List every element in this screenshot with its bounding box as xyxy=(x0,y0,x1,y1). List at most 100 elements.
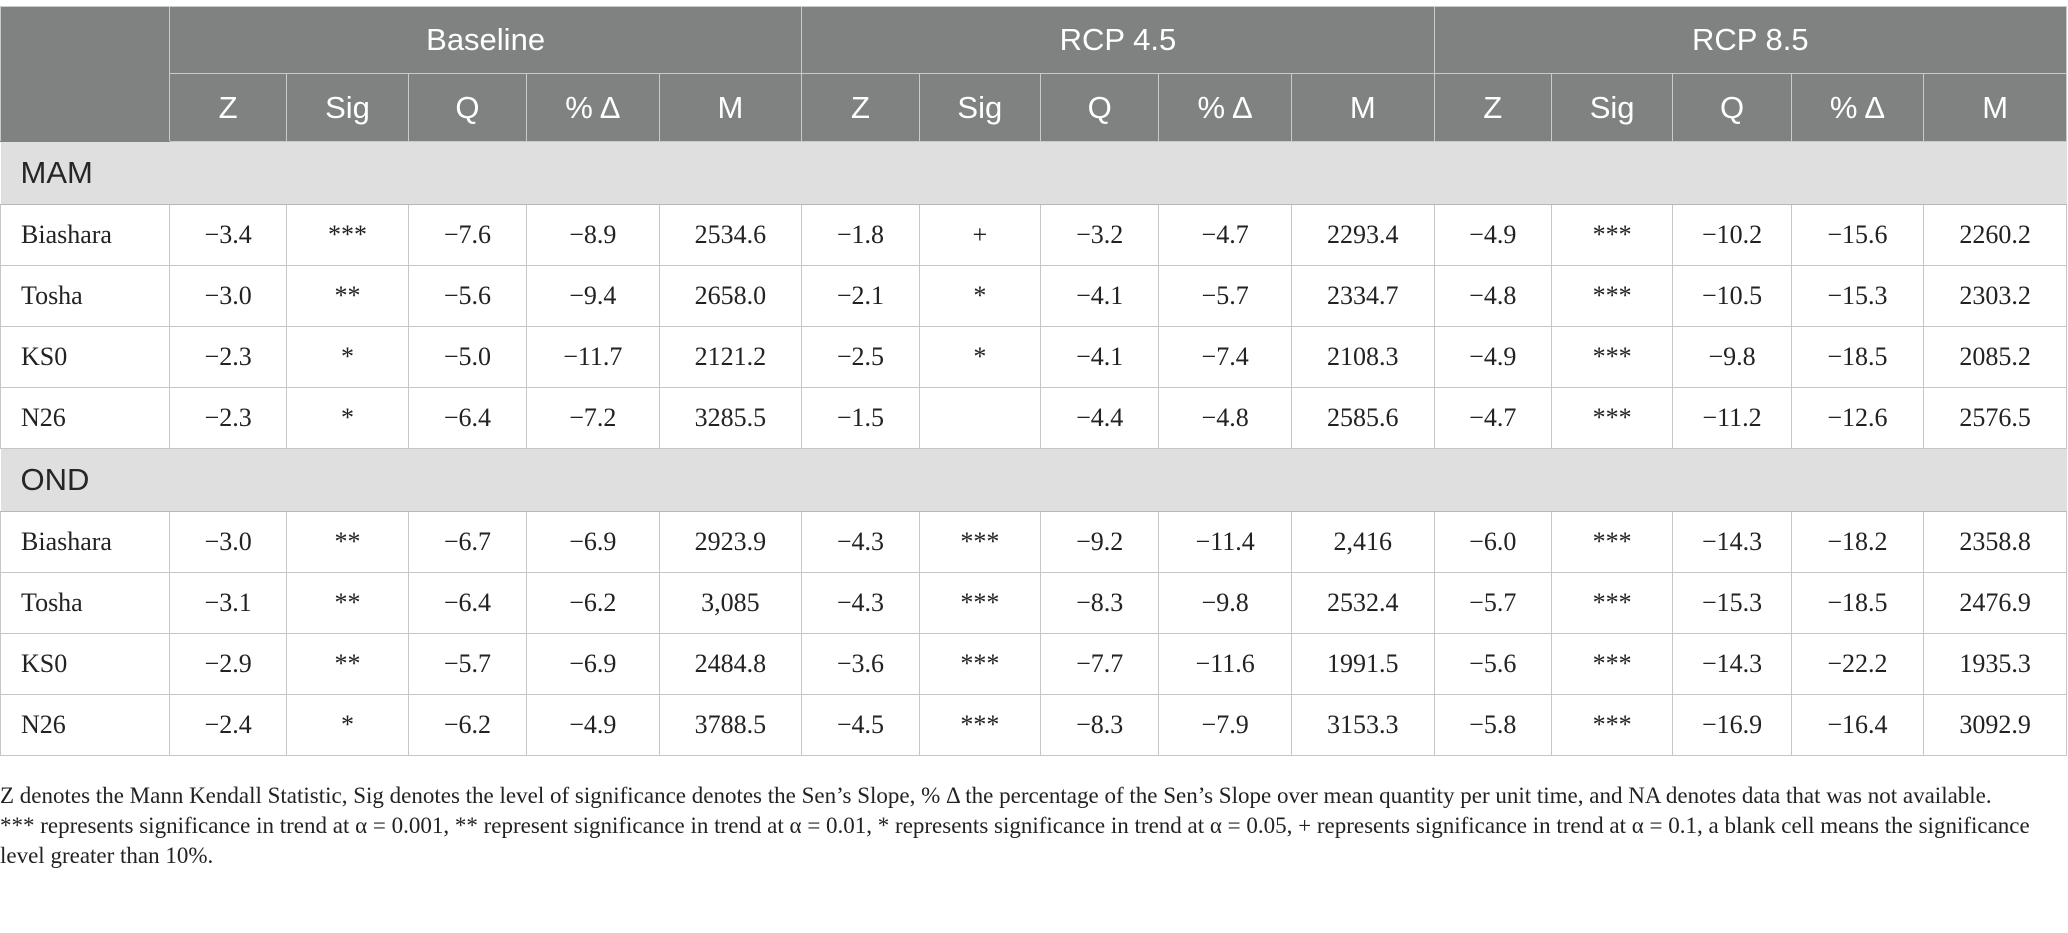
cell-pct: −4.7 xyxy=(1158,204,1292,266)
results-table: Baseline RCP 4.5 RCP 8.5 Z Sig Q% Δ M Z Sig Q%… xyxy=(0,6,2068,756)
cell-z: −2.4 xyxy=(168,694,288,756)
cell-m: 2484.8 xyxy=(658,633,803,695)
cell-z: −3.0 xyxy=(168,265,288,327)
cell-m: 3788.5 xyxy=(658,694,803,756)
cell-z: −2.1 xyxy=(801,265,920,327)
column-header-pct: % Δ xyxy=(1158,73,1292,142)
cell-q: −5.7 xyxy=(407,633,528,695)
column-header-z: Z xyxy=(801,73,920,142)
cell-sig: ** xyxy=(286,265,409,327)
cell-pct: −15.3 xyxy=(1790,265,1925,327)
cell-q: −7.6 xyxy=(407,204,528,266)
row-label: Biashara xyxy=(0,204,170,266)
row-label: N26 xyxy=(0,694,170,756)
column-header-sig: Sig xyxy=(918,73,1042,142)
cell-m: 2,416 xyxy=(1290,511,1435,573)
column-header-m: M xyxy=(1923,73,2067,142)
cell-z: −2.9 xyxy=(168,633,288,695)
column-header-z: Z xyxy=(1433,73,1552,142)
cell-z: −3.6 xyxy=(801,633,920,695)
cell-sig: *** xyxy=(918,572,1042,634)
cell-m: 2476.9 xyxy=(1923,572,2067,634)
cell-sig: * xyxy=(286,326,409,388)
group-header-row: Baseline RCP 4.5 RCP 8.5 xyxy=(0,6,2068,142)
cell-pct: −4.9 xyxy=(526,694,660,756)
cell-sig: * xyxy=(286,387,409,449)
row-label: Biashara xyxy=(0,511,170,573)
cell-z: −2.3 xyxy=(168,326,288,388)
cell-q: −8.3 xyxy=(1040,572,1160,634)
cell-sig: ** xyxy=(286,511,409,573)
cell-z: −4.7 xyxy=(1433,387,1552,449)
column-header-pct: % Δ xyxy=(526,73,660,142)
cell-q: −6.4 xyxy=(407,387,528,449)
section-row: MAM xyxy=(0,141,2067,205)
cell-pct: −16.4 xyxy=(1790,694,1925,756)
cell-m: 2121.2 xyxy=(658,326,803,388)
cell-q: −5.6 xyxy=(407,265,528,327)
table-row: KS0 −2.9 ** −5.7 −6.9 2484.8 −3.6 *** −7.7 −11.6 1… xyxy=(0,633,2067,695)
cell-q: −6.4 xyxy=(407,572,528,634)
cell-m: 2358.8 xyxy=(1923,511,2067,573)
column-header-m: M xyxy=(658,73,803,142)
cell-q: −11.2 xyxy=(1672,387,1792,449)
cell-sig: *** xyxy=(1550,694,1674,756)
cell-sig: *** xyxy=(1550,265,1674,327)
cell-pct: −8.9 xyxy=(526,204,660,266)
cell-sig xyxy=(918,387,1042,449)
cell-sig: * xyxy=(286,694,409,756)
column-header-sig: Sig xyxy=(1550,73,1674,142)
column-header-q: Q xyxy=(407,73,528,142)
column-header-q: Q xyxy=(1672,73,1792,142)
cell-sig: + xyxy=(918,204,1042,266)
cell-pct: −18.2 xyxy=(1790,511,1925,573)
cell-pct: −9.4 xyxy=(526,265,660,327)
cell-pct: −6.2 xyxy=(526,572,660,634)
cell-pct: −18.5 xyxy=(1790,326,1925,388)
cell-m: 2303.2 xyxy=(1923,265,2067,327)
cell-m: 2085.2 xyxy=(1923,326,2067,388)
cell-m: 3,085 xyxy=(658,572,803,634)
cell-sig: * xyxy=(918,326,1042,388)
cell-m: 3153.3 xyxy=(1290,694,1435,756)
cell-z: −4.5 xyxy=(801,694,920,756)
table-row: Tosha −3.0 ** −5.6 −9.4 2658.0 −2.1 * −4.1 −5.7 23… xyxy=(0,265,2067,327)
cell-q: −16.9 xyxy=(1672,694,1792,756)
footnote-significance: *** represents significance in trend at … xyxy=(0,813,2030,868)
cell-pct: −6.9 xyxy=(526,511,660,573)
group-header-rcp85: RCP 8.5 xyxy=(1433,6,2068,74)
cell-z: −4.8 xyxy=(1433,265,1552,327)
table-row: Biashara −3.0 ** −6.7 −6.9 2923.9 −4.3 *** −9.2−… xyxy=(0,511,2067,573)
cell-sig: *** xyxy=(918,694,1042,756)
cell-m: 2576.5 xyxy=(1923,387,2067,449)
cell-sig: *** xyxy=(1550,633,1674,695)
cell-pct: −11.6 xyxy=(1158,633,1292,695)
cell-pct: −7.2 xyxy=(526,387,660,449)
cell-m: 2293.4 xyxy=(1290,204,1435,266)
cell-z: −5.8 xyxy=(1433,694,1552,756)
footnote-definitions: Z denotes the Mann Kendall Statistic, Si… xyxy=(0,783,1992,808)
group-header-baseline: Baseline xyxy=(168,6,803,74)
cell-z: −2.5 xyxy=(801,326,920,388)
cell-z: −3.4 xyxy=(168,204,288,266)
cell-sig: *** xyxy=(918,511,1042,573)
column-header-q: Q xyxy=(1040,73,1160,142)
cell-m: 2108.3 xyxy=(1290,326,1435,388)
cell-pct: −11.4 xyxy=(1158,511,1292,573)
cell-z: −1.8 xyxy=(801,204,920,266)
table-footnotes: Z denotes the Mann Kendall Statistic, Si… xyxy=(0,781,2060,871)
cell-pct: −7.4 xyxy=(1158,326,1292,388)
table-row: N26 −2.3 * −6.4 −7.2 3285.5 −1.5 −4.4 −4.8 2585.6… xyxy=(0,387,2067,449)
table-row: N26 −2.4 * −6.2 −4.9 3788.5 −4.5 *** −8.3 −7.9 315… xyxy=(0,694,2067,756)
row-label: N26 xyxy=(0,387,170,449)
cell-pct: −18.5 xyxy=(1790,572,1925,634)
cell-pct: −12.6 xyxy=(1790,387,1925,449)
row-label: Tosha xyxy=(0,265,170,327)
column-header-sig: Sig xyxy=(286,73,409,142)
cell-sig: *** xyxy=(918,633,1042,695)
cell-q: −4.4 xyxy=(1040,387,1160,449)
cell-q: −5.0 xyxy=(407,326,528,388)
cell-sig: *** xyxy=(1550,511,1674,573)
cell-q: −6.7 xyxy=(407,511,528,573)
cell-m: 2658.0 xyxy=(658,265,803,327)
